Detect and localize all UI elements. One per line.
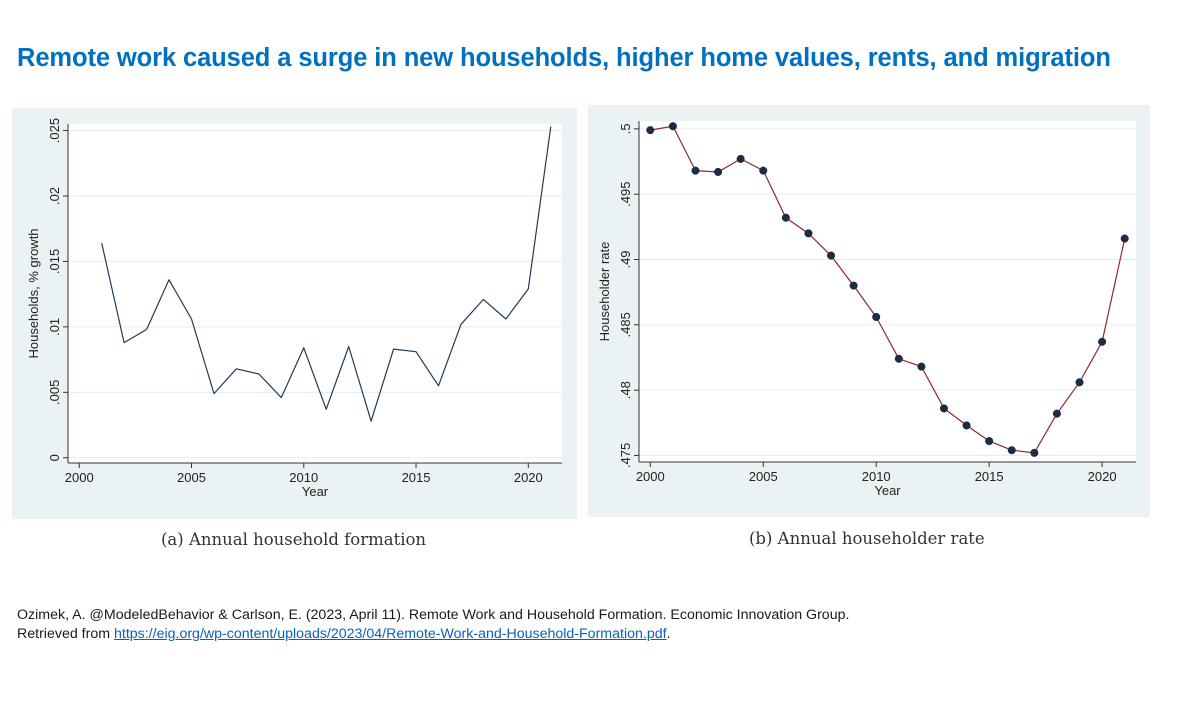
data-point-householder-rate [691,166,700,175]
slide-headline: Remote work caused a surge in new househ… [17,44,1111,72]
data-point-householder-rate [894,354,903,363]
y-tick-label: .49 [618,250,633,268]
y-tick-label: .48 [618,381,633,399]
data-point-householder-rate [714,167,723,177]
citation-retrieved-label: Retrieved from [17,626,114,642]
data-point-householder-rate [668,122,677,131]
data-point-householder-rate [1120,234,1129,243]
x-tick-label: 2020 [1088,469,1117,484]
data-point-householder-rate [781,213,790,222]
data-point-householder-rate [1098,337,1107,346]
y-tick-label: .5 [618,123,633,134]
citation-line-2: Retrieved from https://eig.org/wp-conten… [17,625,1187,644]
data-point-householder-rate [1007,446,1016,455]
y-axis-title: Households, % growth [26,228,41,358]
x-tick-label: 2005 [177,470,206,485]
series-line-household-formation [101,126,552,422]
y-tick-label: .485 [618,312,633,337]
y-axis-title: Householder rate [597,242,612,342]
y-tick-label: .02 [47,187,62,205]
y-tick-label: .01 [47,318,62,336]
x-tick-label: 2005 [749,469,778,484]
data-point-householder-rate [849,281,858,290]
citation-suffix: . [666,626,671,642]
data-point-householder-rate [917,362,926,371]
plot-area [639,121,1136,462]
caption-householder-rate: (b) Annual householder rate [749,529,985,548]
chart-panel-household-formation: 0 .005 .01 .015 .02 .025 2000 2005 2010 2015 2020 Y… [12,108,577,519]
y-tick-label: .495 [618,182,633,207]
data-point-householder-rate [759,166,768,175]
data-point-householder-rate [939,404,949,413]
chart-householder-rate: .475 .48 .485 .49 .495 .5 2000 2005 2010 2015 2020… [597,121,1136,498]
x-tick-label: 2010 [862,469,891,484]
x-tick-label: 2000 [65,470,94,485]
y-tick-label: .015 [47,249,62,274]
chart-household-formation: 0 .005 .01 .015 .02 .025 2000 2005 2010 2015 2020 Y… [26,118,562,499]
x-axis-title: Year [302,484,329,499]
y-tick-label: .475 [618,443,633,468]
x-tick-label: 2010 [289,470,318,485]
x-tick-label: 2015 [402,470,431,485]
citation: Ozimek, A. @ModeledBehavior & Carlson, E… [17,606,1187,644]
data-point-householder-rate [646,126,655,135]
chart-panel-householder-rate: .475 .48 .485 .49 .495 .5 2000 2005 2010 2015 2020… [588,105,1150,517]
data-point-householder-rate [826,251,836,260]
x-tick-label: 2000 [636,469,665,484]
plot-area [68,124,562,463]
data-point-householder-rate [962,421,971,430]
data-point-householder-rate [804,229,813,238]
caption-household-formation: (a) Annual household formation [161,530,427,549]
data-point-householder-rate [985,437,994,446]
y-tick-label: 0 [47,454,62,461]
series-line-householder-rate [650,125,1126,454]
data-point-householder-rate [1052,409,1061,418]
citation-link[interactable]: https://eig.org/wp-content/uploads/2023/… [113,626,667,642]
data-point-householder-rate [872,312,881,322]
x-tick-label: 2015 [975,469,1004,484]
citation-line-1: Ozimek, A. @ModeledBehavior & Carlson, E… [17,607,850,623]
y-tick-label: .005 [47,380,62,405]
data-point-householder-rate [1030,448,1039,457]
data-point-householder-rate [736,154,745,163]
x-tick-label: 2020 [514,470,543,485]
x-axis-title: Year [874,483,901,498]
y-tick-label: .025 [47,118,62,143]
data-point-householder-rate [1075,378,1084,387]
